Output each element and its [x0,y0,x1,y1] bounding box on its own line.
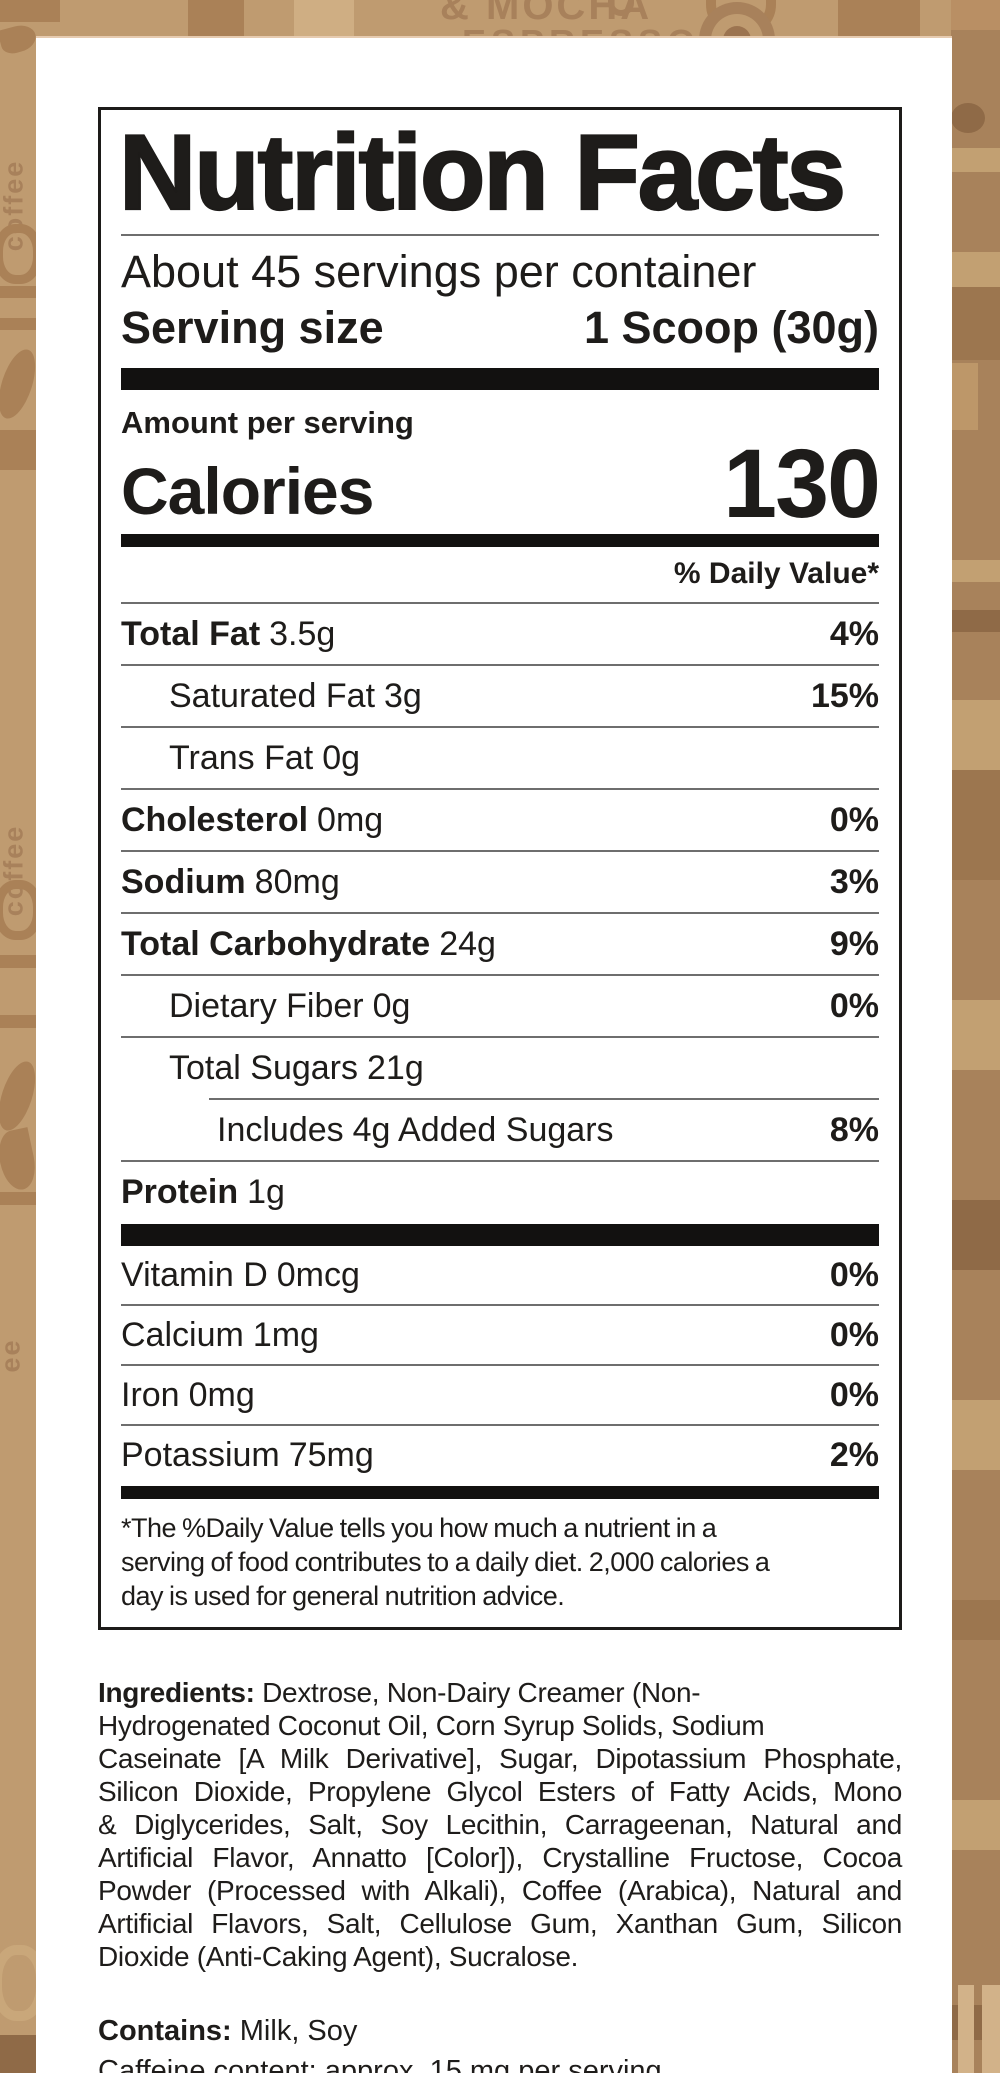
calories-row: Calories 130 [121,429,881,538]
servings-per-container: About 45 servings per container [121,246,757,297]
bg-band [0,1015,36,1028]
bg-band [958,1985,974,2073]
contains-lead: Contains: [98,2015,232,2047]
bg-band [0,286,36,298]
divider [121,974,879,976]
divider [121,1424,879,1426]
bg-leaf-icon [0,1127,40,1193]
ingredients-line: Dioxide (Anti-Caking Agent), Sucralose. [98,1941,579,1972]
calories-value: 130 [723,429,881,538]
bg-band [951,148,1000,172]
serving-size-value: 1 Scoop (30g) [583,302,879,353]
contains-line: Contains: Milk, Soy [98,2015,358,2047]
ingredients-line: & Diglycerides, Salt, Soy Lecithin, Carr… [98,1809,902,1840]
ingredients-line: Hydrogenated Coconut Oil, Corn Syrup Sol… [98,1710,765,1741]
ingredients-line: Artificial Flavor, Annatto [Color]), Cry… [98,1842,902,1873]
nutrient-row-saturated-fat: Saturated Fat 3g 15% [169,676,879,715]
bg-band [951,1000,1000,1070]
bg-band [951,1800,1000,1850]
nutrient-row-trans-fat: Trans Fat 0g [169,738,361,777]
bg-band [951,287,1000,360]
ingredients-line: Powder (Processed with Alkali), Coffee (… [98,1875,902,1906]
bg-band [951,770,1000,880]
footnote-line: serving of food contributes to a daily d… [121,1547,770,1577]
nutrient-row-total-sugars: Total Sugars 21g [169,1048,424,1087]
medium-rule [121,1486,879,1499]
bg-word-coffee-partial: ee [0,1338,26,1373]
calories-label: Calories [121,454,374,528]
divider [121,788,879,790]
divider [121,664,879,666]
bg-band [838,0,920,40]
divider [121,850,879,852]
bg-band [951,363,978,430]
nutrient-row-total-carbohydrate: Total Carbohydrate 24g 9% [121,924,879,963]
ingredients-line: Artificial Flavors, Salt, Cellulose Gum,… [98,1908,902,1939]
bg-band [951,1600,1000,1640]
caffeine-content-line: Caffeine content: approx. 15 mg per serv… [98,2055,662,2073]
divider [121,1304,879,1306]
vitamin-row-potassium: Potassium 75mg 2% [121,1435,879,1474]
divider [121,1364,879,1366]
bg-band [0,955,36,968]
ingredients-lead: Ingredients: [98,1677,255,1708]
bg-band [951,0,1000,30]
serving-size-row: Serving size 1 Scoop (30g) [121,300,879,356]
vitamin-row-calcium: Calcium 1mg 0% [121,1315,879,1354]
bg-band [0,430,36,470]
divider [121,602,879,604]
nutrient-row-sodium: Sodium 80mg 3% [121,862,879,901]
daily-value-header: % Daily Value* [673,557,879,590]
bg-band [951,700,1000,770]
vitamin-row-iron: Iron 0mg 0% [121,1375,879,1414]
nutrient-row-protein: Protein 1g [121,1172,285,1211]
divider-indented [209,1098,879,1100]
bg-band [188,0,244,40]
thick-rule [121,368,879,390]
nutrition-facts-label: Nutrition Facts About 45 servings per co… [98,107,902,1630]
medium-rule [121,534,879,547]
ingredients-paragraph: Ingredients: Dextrose, Non-Dairy Creamer… [98,1676,902,1973]
ingredients-line: Caseinate [A Milk Derivative], Sugar, Di… [98,1743,902,1774]
bg-band [951,1200,1000,1270]
nutrient-row-added-sugars: Includes 4g Added Sugars 8% [217,1110,879,1149]
coffee-cup-icon [608,0,634,16]
amount-per-serving: Amount per serving [121,405,414,440]
bg-leaf-icon [0,21,39,57]
bg-band [951,252,1000,287]
divider [121,234,879,236]
bg-ellipse [951,103,985,133]
thick-rule [121,1224,879,1246]
bg-band [0,318,36,330]
footnote-line: day is used for general nutrition advice… [121,1581,565,1611]
bg-band [0,1192,36,1205]
bg-band [951,610,1000,632]
divider [121,1160,879,1162]
footnote-line: *The %Daily Value tells you how much a n… [121,1513,717,1543]
bg-band [0,2035,36,2073]
divider [121,1036,879,1038]
bg-band [294,0,354,40]
daily-value-footnote: *The %Daily Value tells you how much a n… [121,1499,879,1613]
bg-band [951,1400,1000,1470]
product-info-card: Nutrition Facts About 45 servings per co… [36,36,952,2073]
ingredients-line: Silicon Dioxide, Propylene Glycol Esters… [98,1776,902,1807]
serving-size-label: Serving size [121,302,384,353]
bg-band [982,1985,1000,2073]
bg-band [951,560,1000,582]
label-title: Nutrition Facts [118,112,847,232]
divider [121,912,879,914]
nutrient-row-cholesterol: Cholesterol 0mg 0% [121,800,879,839]
nutrient-row-dietary-fiber: Dietary Fiber 0g 0% [169,986,879,1025]
ingredients-line: Ingredients: Dextrose, Non-Dairy Creamer… [98,1677,701,1708]
divider [121,726,879,728]
nutrient-row-total-fat: Total Fat 3.5g 4% [121,614,879,653]
vitamin-row-vitamin-d: Vitamin D 0mcg 0% [121,1255,879,1294]
bg-band [0,0,60,22]
